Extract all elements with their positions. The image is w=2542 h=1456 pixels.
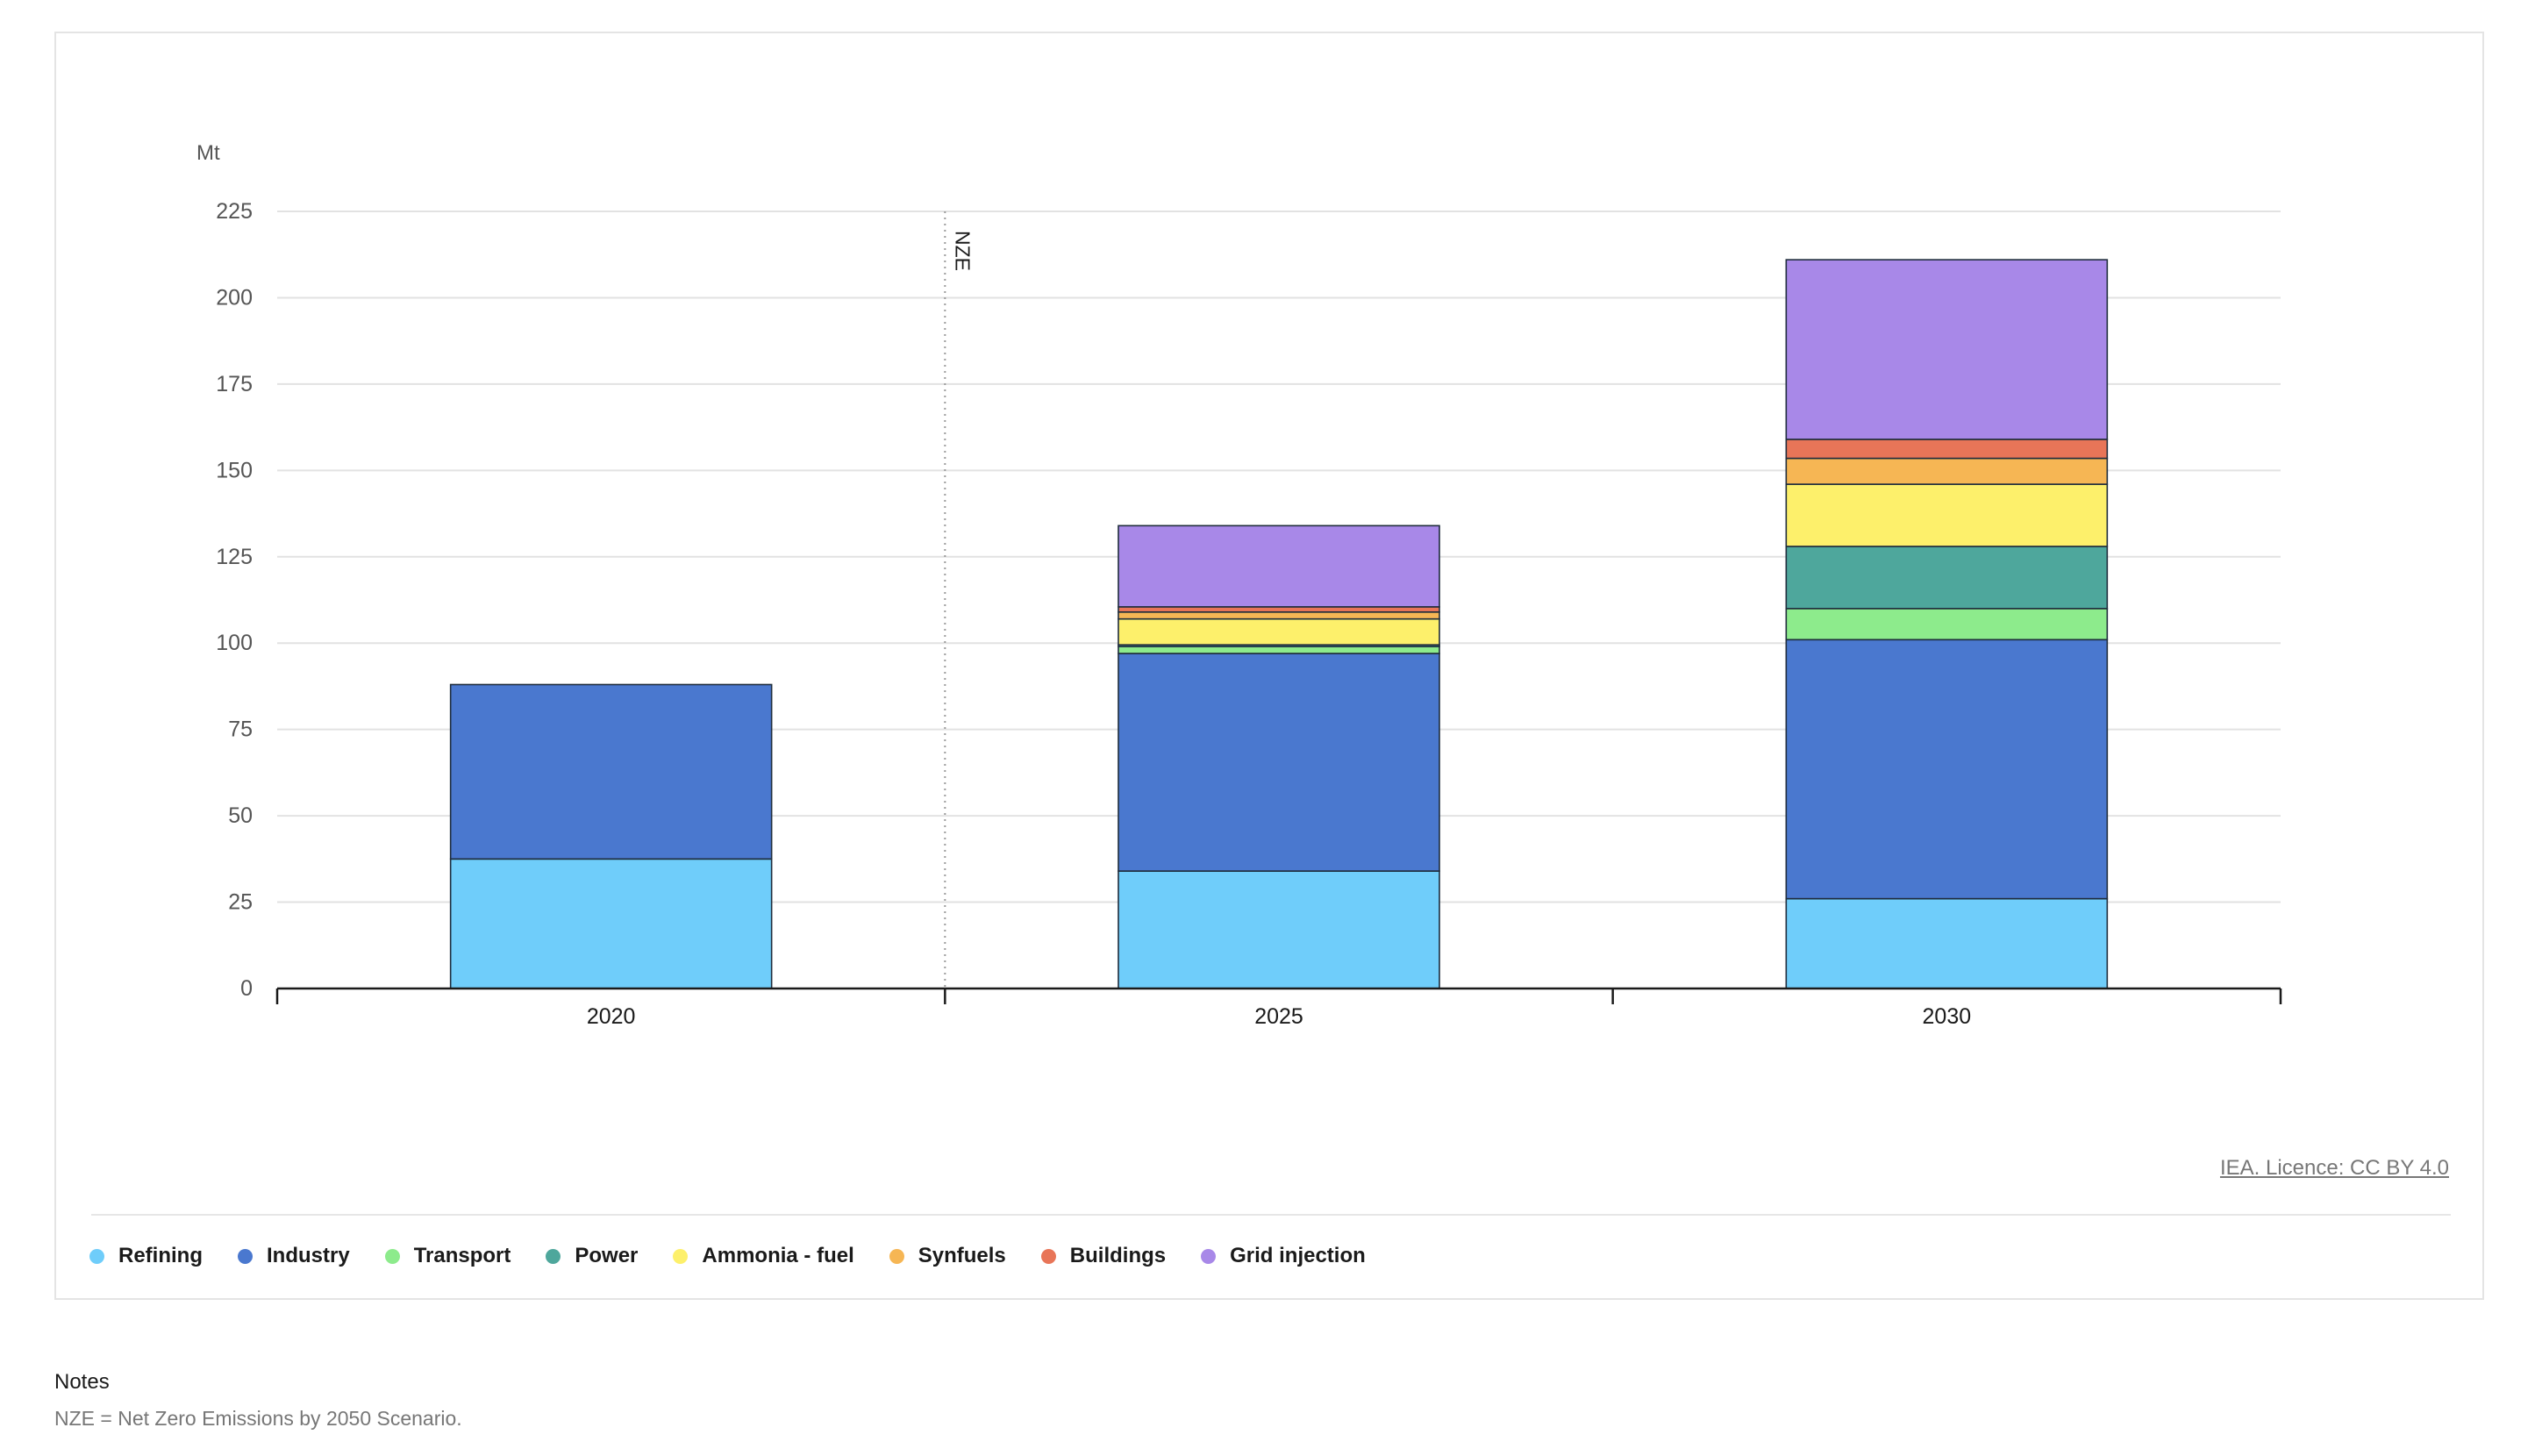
y-tick-label: 25: [228, 890, 253, 915]
bar-segment-refining-2025[interactable]: [1117, 870, 1440, 989]
legend-swatch: [673, 1248, 689, 1264]
y-tick-label: 225: [216, 199, 253, 224]
y-tick-label: 100: [216, 631, 253, 655]
legend-swatch: [1201, 1248, 1217, 1264]
y-tick-label: 0: [240, 976, 253, 1001]
bar-segment-buildings-2025[interactable]: [1117, 606, 1440, 613]
legend-item-grid-injection[interactable]: Grid injection: [1201, 1244, 1366, 1268]
notes-text: NZE = Net Zero Emissions by 2050 Scenari…: [54, 1407, 462, 1430]
legend-swatch: [889, 1248, 904, 1264]
bar-segment-grid-injection-2025[interactable]: [1117, 525, 1440, 608]
y-tick-label: 75: [228, 717, 253, 742]
legend-label: Grid injection: [1230, 1244, 1366, 1267]
legend-label: Buildings: [1069, 1244, 1167, 1267]
legend-label: Transport: [413, 1244, 511, 1267]
bar-segment-refining-2030[interactable]: [1785, 897, 2109, 989]
legend-divider: [91, 1214, 2451, 1216]
legend-swatch: [1040, 1248, 1056, 1264]
bar-segment-industry-2020[interactable]: [449, 683, 773, 860]
bar-segment-refining-2020[interactable]: [449, 858, 773, 989]
x-tick-label: 2025: [1254, 1004, 1303, 1029]
bar-segment-industry-2030[interactable]: [1785, 639, 2109, 900]
bar-segment-power-2030[interactable]: [1785, 546, 2109, 610]
notes-section: Notes NZE = Net Zero Emissions by 2050 S…: [54, 1370, 462, 1431]
legend-item-buildings[interactable]: Buildings: [1040, 1244, 1167, 1268]
bar-segment-grid-injection-2030[interactable]: [1785, 259, 2109, 440]
bar-segment-ammonia-fuel-2030[interactable]: [1785, 483, 2109, 547]
y-tick-label: 150: [216, 458, 253, 482]
y-tick-label: 200: [216, 285, 253, 310]
legend-item-transport[interactable]: Transport: [384, 1244, 511, 1268]
bar-segment-buildings-2030[interactable]: [1785, 439, 2109, 460]
y-tick-label: 125: [216, 545, 253, 569]
licence-link[interactable]: IEA. Licence: CC BY 4.0: [2219, 1156, 2449, 1180]
legend-item-power[interactable]: Power: [546, 1244, 638, 1268]
chart-legend: Refining Industry Transport Power Ammonia - …: [89, 1244, 1366, 1268]
x-tick-label: 2020: [587, 1004, 636, 1029]
legend-item-ammonia-fuel[interactable]: Ammonia - fuel: [673, 1244, 854, 1268]
legend-swatch: [546, 1248, 561, 1264]
legend-label: Synfuels: [918, 1244, 1006, 1267]
legend-item-synfuels[interactable]: Synfuels: [889, 1244, 1006, 1268]
x-tick-label: 2030: [1923, 1004, 1972, 1029]
bar-segment-ammonia-fuel-2025[interactable]: [1117, 617, 1440, 646]
bar-segment-synfuels-2030[interactable]: [1785, 457, 2109, 485]
legend-label: Ammonia - fuel: [702, 1244, 854, 1267]
legend-swatch: [89, 1248, 104, 1264]
y-axis-unit: Mt: [196, 141, 220, 165]
y-tick-label: 175: [216, 372, 253, 396]
bar-segment-transport-2025[interactable]: [1117, 646, 1440, 654]
legend-label: Power: [575, 1244, 639, 1267]
bar-segment-industry-2025[interactable]: [1117, 653, 1440, 872]
legend-label: Industry: [267, 1244, 350, 1267]
notes-title: Notes: [54, 1370, 110, 1394]
legend-label: Refining: [118, 1244, 203, 1267]
legend-item-refining[interactable]: Refining: [89, 1244, 203, 1268]
legend-item-industry[interactable]: Industry: [238, 1244, 350, 1268]
nze-annotation-label: NZE: [951, 231, 974, 271]
legend-swatch: [238, 1248, 253, 1264]
legend-swatch: [384, 1248, 400, 1264]
bar-segment-transport-2030[interactable]: [1785, 608, 2109, 641]
y-tick-label: 50: [228, 803, 253, 828]
bar-segment-synfuels-2025[interactable]: [1117, 610, 1440, 620]
